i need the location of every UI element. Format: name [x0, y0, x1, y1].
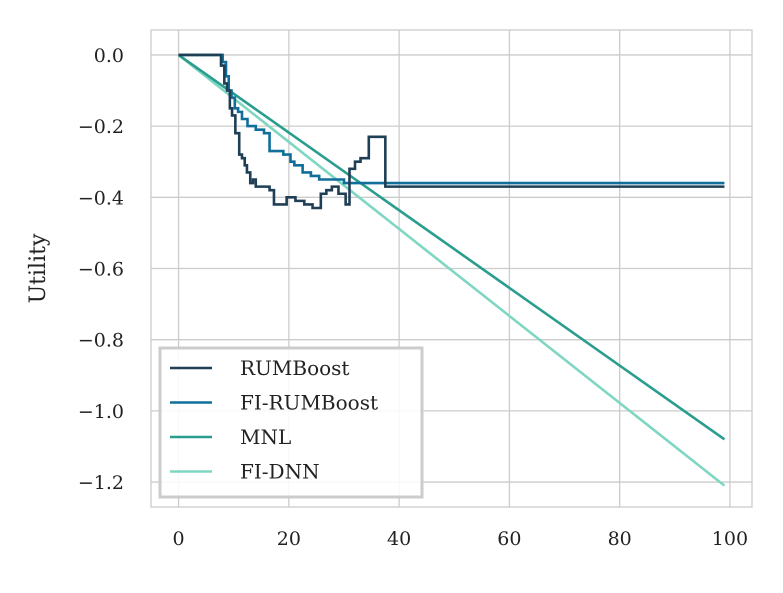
legend-label-mnl: MNL [240, 425, 291, 449]
y-tick-label: −0.8 [78, 330, 124, 352]
x-tick-label: 20 [277, 528, 301, 550]
y-axis-label: Utility [26, 233, 51, 303]
x-tick-label: 100 [712, 528, 748, 550]
legend: RUMBoost FI-RUMBoost MNL FI-DNN [158, 346, 424, 499]
x-tick-label: 0 [173, 528, 185, 550]
x-tick-label: 60 [497, 528, 521, 550]
y-tick-label: −1.2 [78, 472, 124, 494]
y-tick-label: −0.6 [78, 259, 124, 281]
plot-frame [150, 29, 753, 508]
x-tick-label: 40 [387, 528, 411, 550]
y-tick-label: −1.0 [78, 401, 124, 423]
series-line-mnl [177, 53, 726, 441]
x-tick-label: 80 [608, 528, 632, 550]
legend-label-fi-dnn: FI-DNN [240, 460, 320, 484]
y-tick-label: 0.0 [94, 45, 124, 67]
series-line-fi-rumboost [178, 53, 725, 185]
tick-labels: 0 20 40 60 80 100 0.0 −0.2 −0.4 −0.6 −0.8 −1.0 −1.2 [78, 45, 748, 550]
y-tick-label: −0.2 [78, 116, 124, 138]
series-layer [177, 53, 726, 487]
series-line-rumboost [178, 53, 725, 210]
y-tick-label: −0.4 [78, 187, 124, 209]
legend-label-rumboost: RUMBoost [240, 356, 349, 380]
series-line-fi-dnn [177, 53, 726, 487]
legend-label-fi-rumboost: FI-RUMBoost [240, 391, 378, 415]
